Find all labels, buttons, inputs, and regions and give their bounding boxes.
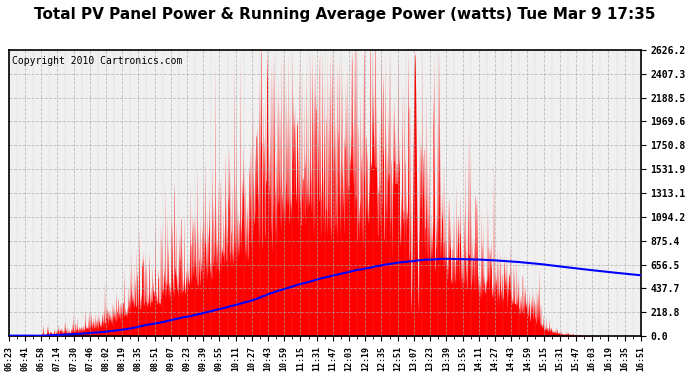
Text: Total PV Panel Power & Running Average Power (watts) Tue Mar 9 17:35: Total PV Panel Power & Running Average P…: [34, 8, 655, 22]
Text: Copyright 2010 Cartronics.com: Copyright 2010 Cartronics.com: [12, 56, 182, 66]
